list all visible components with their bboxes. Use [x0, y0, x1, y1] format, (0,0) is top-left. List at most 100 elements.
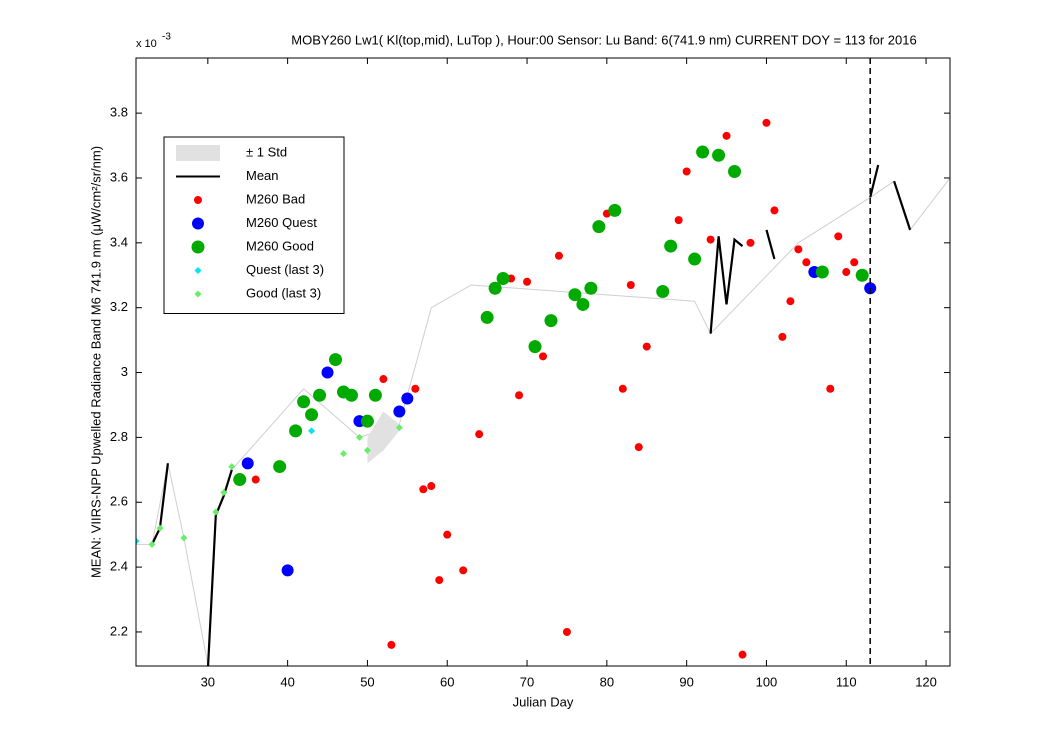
point: [379, 375, 388, 384]
point: [608, 203, 622, 217]
point: [786, 297, 795, 306]
point: [289, 424, 303, 438]
x-tick-label: 100: [756, 674, 778, 689]
legend-swatch: [176, 145, 220, 161]
y-tick-label: 3.2: [110, 299, 128, 314]
x-tick-label: 90: [679, 674, 693, 689]
point: [360, 414, 374, 428]
legend-swatch: [192, 217, 204, 230]
point: [706, 235, 715, 244]
legend-label: Quest (last 3): [246, 262, 324, 277]
point: [368, 388, 382, 402]
x-axis-label: Julian Day: [513, 694, 574, 709]
legend-label: Mean: [246, 168, 279, 183]
point: [459, 566, 468, 575]
point: [443, 530, 452, 539]
point: [523, 277, 532, 286]
point: [688, 252, 702, 266]
point: [642, 342, 651, 351]
point: [712, 148, 726, 162]
point: [241, 457, 254, 470]
point: [762, 118, 771, 127]
legend-label: ± 1 Std: [246, 144, 287, 159]
point: [728, 164, 742, 178]
diamond-point: [308, 427, 316, 435]
legend-label: M260 Bad: [246, 191, 305, 206]
point: [544, 314, 558, 328]
point: [562, 627, 571, 636]
point: [419, 485, 428, 494]
plot-frame: [135, 57, 951, 667]
point: [722, 131, 731, 140]
point: [233, 473, 247, 487]
point: [488, 281, 502, 295]
point: [435, 576, 444, 585]
point: [746, 238, 755, 247]
point: [393, 405, 406, 418]
diamond-point: [212, 508, 220, 516]
point: [528, 340, 542, 354]
point: [515, 391, 524, 400]
plot-area: [136, 118, 950, 666]
point: [682, 167, 691, 176]
point: [850, 258, 859, 267]
point: [329, 353, 343, 367]
point: [411, 384, 420, 393]
legend-swatch: [194, 267, 202, 274]
point: [281, 564, 294, 577]
point: [778, 332, 787, 341]
diamond-point: [363, 446, 371, 454]
point: [475, 430, 484, 439]
point: [794, 245, 803, 254]
x-tick-label: 120: [915, 674, 937, 689]
point: [618, 384, 627, 393]
point: [344, 388, 358, 402]
point: [496, 272, 510, 286]
y-tick-label: 2.4: [110, 559, 128, 574]
x-tick-label: 80: [600, 674, 614, 689]
point: [802, 258, 811, 267]
legend-label: M260 Quest: [246, 215, 317, 230]
point: [401, 392, 414, 405]
diamond-point: [180, 534, 188, 542]
point: [568, 288, 582, 302]
y-tick-label: 3.8: [110, 105, 128, 120]
diamond-point: [220, 489, 228, 497]
y-multiplier-base: x 10: [136, 38, 157, 50]
diamond-point: [148, 540, 156, 548]
point: [696, 145, 710, 159]
point: [480, 310, 494, 324]
diamond-point: [395, 424, 403, 432]
chart-title: MOBY260 Lw1( Kl(top,mid), LuTop ), Hour:…: [291, 32, 916, 47]
point: [387, 640, 396, 649]
y-tick-label: 2.6: [110, 494, 128, 509]
point: [855, 268, 869, 282]
legend-swatch: [194, 290, 202, 298]
point: [313, 388, 327, 402]
x-tick-label: 110: [836, 674, 857, 689]
point: [770, 206, 779, 215]
point: [592, 220, 606, 234]
point: [584, 281, 598, 295]
point: [251, 475, 260, 484]
point: [834, 232, 843, 241]
point: [634, 443, 643, 452]
legend-label: Good (last 3): [246, 285, 321, 300]
x-tick-label: 30: [201, 674, 215, 689]
point: [539, 352, 547, 361]
point: [664, 239, 678, 253]
y-multiplier-exponent: -3: [162, 32, 171, 43]
point: [626, 280, 635, 289]
point: [815, 265, 829, 279]
y-tick-label: 3.6: [110, 169, 128, 184]
x-tick-label: 70: [520, 674, 534, 689]
point: [273, 460, 287, 474]
point: [656, 284, 670, 298]
y-tick-label: 3.4: [110, 234, 128, 249]
point: [826, 384, 835, 393]
point: [321, 366, 334, 379]
x-tick-label: 40: [280, 674, 294, 689]
